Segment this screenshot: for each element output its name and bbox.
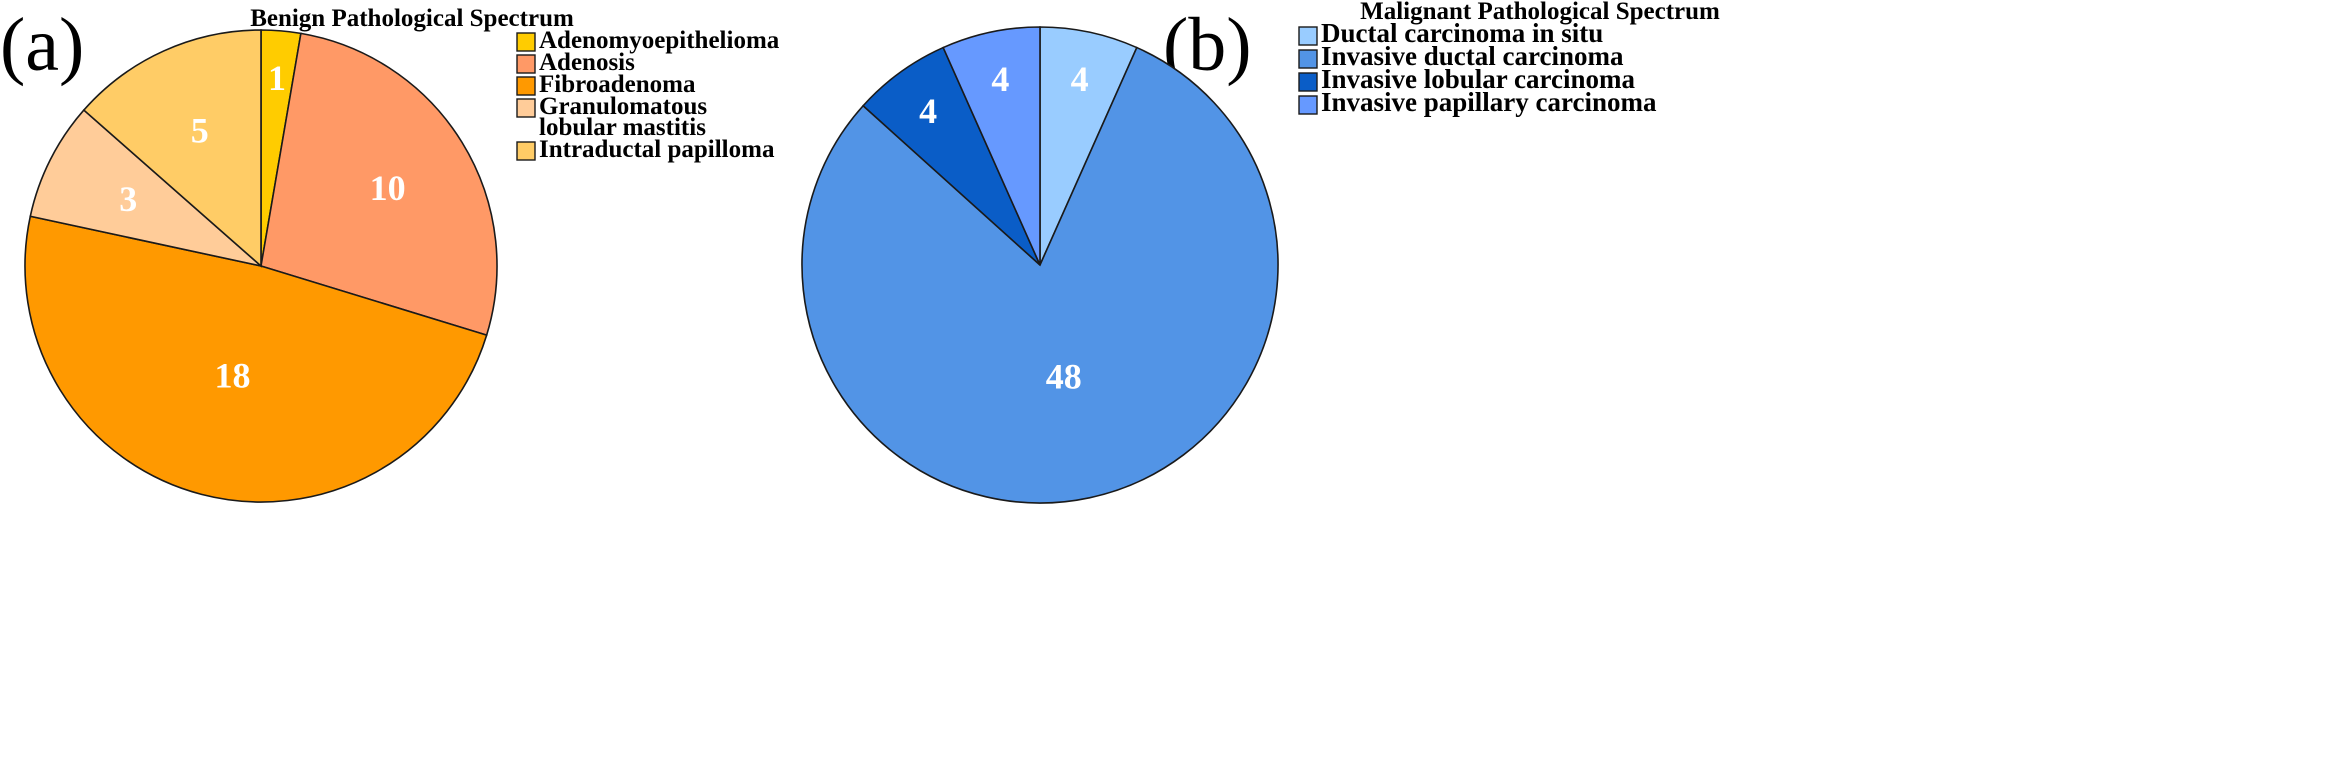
- malignant-pie-slices: [801, 26, 1279, 504]
- legend-swatch-ductal-carcinoma-in-situ: [1298, 26, 1318, 46]
- slice-label-invasive-lobular-carcinoma: 4: [919, 91, 937, 131]
- legend-item-fibroadenoma: Fibroadenoma: [516, 71, 696, 98]
- pie-slice-adenosis: [260, 32, 498, 337]
- panel-label-a: (a): [0, 3, 84, 87]
- slice-label-ductal-carcinoma-in-situ: 4: [1071, 59, 1089, 99]
- slice-label-adenomyoepithelioma: 1: [268, 58, 286, 98]
- legend-label-ductal-carcinoma-in-situ: Ductal carcinoma in situ: [1321, 18, 1603, 48]
- legend-label-intraductal-papilloma: Intraductal papilloma: [539, 136, 775, 163]
- legend-item-invasive-papillary-carcinoma: Invasive papillary carcinoma: [1298, 87, 1657, 117]
- legend-label-granulomatous-lobular-mastitis: Granulomatous lobular mastitis: [539, 93, 707, 141]
- legend-swatch-invasive-papillary-carcinoma: [1298, 95, 1318, 115]
- legend-swatch-adenosis: [516, 54, 536, 74]
- malignant-slice-labels: 4 48 4 4: [919, 59, 1089, 397]
- legend-label-invasive-ductal-carcinoma: Invasive ductal carcinoma: [1321, 41, 1624, 71]
- slice-label-granulomatous-lobular-mastitis: 3: [119, 179, 137, 219]
- legend-label-invasive-papillary-carcinoma: Invasive papillary carcinoma: [1321, 87, 1657, 117]
- slice-label-intraductal-papilloma: 5: [191, 111, 209, 151]
- slice-label-invasive-ductal-carcinoma: 48: [1046, 357, 1082, 397]
- slice-label-adenosis: 10: [370, 168, 406, 208]
- legend-swatch-granulomatous-lobular-mastitis: [516, 98, 536, 118]
- pie-slice-invasive-ductal-carcinoma: [801, 46, 1279, 504]
- benign-pie-chart: Benign Pathological Spectrum 1 10 18 3 5 Ade…: [24, 5, 780, 503]
- legend-item-granulomatous-lobular-mastitis: Granulomatous lobular mastitis: [516, 93, 707, 141]
- legend-label-invasive-lobular-carcinoma: Invasive lobular carcinoma: [1321, 64, 1636, 94]
- benign-legend: AdenomyoepitheliomaAdenosisFibroadenomaG…: [516, 27, 780, 163]
- legend-label-adenosis: Adenosis: [539, 49, 635, 76]
- pie-slice-invasive-papillary-carcinoma: [942, 26, 1041, 266]
- legend-swatch-invasive-lobular-carcinoma: [1298, 72, 1318, 92]
- legend-item-intraductal-papilloma: Intraductal papilloma: [516, 136, 775, 163]
- malignant-pie-chart: Malignant Pathological Spectrum 4 48 4 4 Du…: [801, 0, 1720, 504]
- slice-label-invasive-papillary-carcinoma: 4: [991, 59, 1009, 99]
- chart-title-benign: Benign Pathological Spectrum: [250, 5, 574, 32]
- slice-label-fibroadenoma: 18: [214, 356, 250, 396]
- legend-swatch-fibroadenoma: [516, 76, 536, 96]
- legend-item-ductal-carcinoma-in-situ: Ductal carcinoma in situ: [1298, 18, 1603, 48]
- benign-slice-labels: 1 10 18 3 5: [119, 58, 405, 396]
- pie-slice-fibroadenoma: [24, 215, 488, 503]
- legend-swatch-intraductal-papilloma: [516, 141, 536, 161]
- legend-label-fibroadenoma: Fibroadenoma: [539, 71, 696, 98]
- legend-swatch-invasive-ductal-carcinoma: [1298, 49, 1318, 69]
- pie-slice-intraductal-papilloma: [82, 29, 262, 268]
- benign-pie-slices: [24, 29, 498, 503]
- legend-item-adenomyoepithelioma: Adenomyoepithelioma: [516, 27, 780, 54]
- pie-slice-granulomatous-lobular-mastitis: [29, 108, 264, 268]
- legend-item-invasive-ductal-carcinoma: Invasive ductal carcinoma: [1298, 41, 1624, 71]
- legend-label-adenomyoepithelioma: Adenomyoepithelioma: [539, 27, 780, 54]
- chart-title-malignant: Malignant Pathological Spectrum: [1360, 0, 1720, 25]
- legend-item-adenosis: Adenosis: [516, 49, 635, 76]
- legend-item-invasive-lobular-carcinoma: Invasive lobular carcinoma: [1298, 64, 1636, 94]
- legend-swatch-adenomyoepithelioma: [516, 32, 536, 52]
